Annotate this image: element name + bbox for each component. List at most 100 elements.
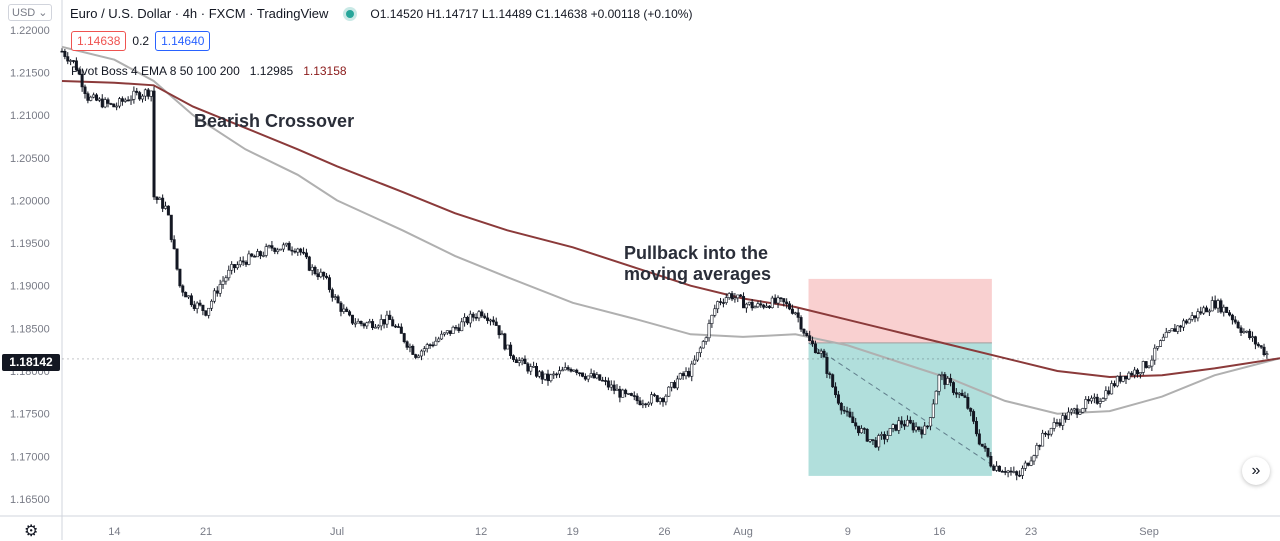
gear-icon[interactable]: ⚙ xyxy=(24,523,39,540)
candle-body xyxy=(233,264,237,269)
candle-body xyxy=(1199,311,1203,314)
candle-body xyxy=(89,96,93,101)
candle-body xyxy=(158,197,162,200)
candle-body xyxy=(474,317,478,319)
y-tick-label: 1.22000 xyxy=(10,25,50,37)
candle-body xyxy=(1253,336,1257,345)
candle-body xyxy=(560,369,564,372)
candle-body xyxy=(1015,471,1019,476)
candle-body xyxy=(1184,320,1188,324)
candle-body xyxy=(187,295,191,298)
candle-body xyxy=(819,350,823,354)
candle-body xyxy=(445,330,449,334)
buy-button[interactable]: 1.14640 xyxy=(155,31,211,51)
candle-body xyxy=(169,214,173,240)
candle-body xyxy=(1161,336,1165,341)
candle-body xyxy=(264,246,268,256)
candle-body xyxy=(696,352,700,361)
candle-body xyxy=(526,363,530,372)
candle-body xyxy=(1138,372,1142,375)
x-tick-label: 23 xyxy=(1025,526,1037,538)
candle-body xyxy=(1118,376,1122,382)
candle-body xyxy=(227,269,231,279)
candle-body xyxy=(943,374,947,385)
candle-body xyxy=(204,310,208,316)
candle-body xyxy=(727,293,731,298)
y-tick-label: 1.18500 xyxy=(10,323,50,335)
candle-body xyxy=(595,374,599,379)
candle-body xyxy=(195,302,199,309)
candle-body xyxy=(80,73,84,88)
candle-body xyxy=(834,386,838,396)
candle-body xyxy=(549,374,553,382)
candle-body xyxy=(218,284,222,294)
candle-body xyxy=(1081,408,1085,413)
ema-200-line xyxy=(61,80,1280,379)
indicator-legend[interactable]: Pivot Boss 4 EMA 8 50 100 200 1.12985 1.… xyxy=(71,64,347,78)
candle-body xyxy=(698,347,702,354)
candle-body xyxy=(546,373,550,382)
candle-body xyxy=(353,322,357,325)
candle-body xyxy=(198,302,202,306)
candle-body xyxy=(399,326,403,334)
candle-body xyxy=(256,251,260,258)
candle-body xyxy=(74,60,78,71)
candle-body xyxy=(1098,401,1102,404)
candle-body xyxy=(293,250,297,253)
candle-body xyxy=(765,305,769,308)
candle-body xyxy=(1141,361,1145,373)
candle-body xyxy=(428,344,432,346)
candle-body xyxy=(1075,408,1079,415)
pullback-annotation-line-2: moving averages xyxy=(624,264,772,284)
candle-body xyxy=(345,308,349,312)
candle-body xyxy=(710,314,714,324)
candle-body xyxy=(1159,340,1163,347)
candle-body xyxy=(302,251,306,254)
candle-body xyxy=(537,371,541,377)
candle-body xyxy=(1170,328,1174,332)
candle-body xyxy=(1245,330,1249,333)
candle-body xyxy=(604,380,608,382)
candle-body xyxy=(1219,300,1223,313)
candle-body xyxy=(811,340,815,345)
candle-body xyxy=(486,317,490,321)
candle-body xyxy=(1092,396,1096,399)
candle-body xyxy=(1230,314,1234,321)
candle-body xyxy=(583,376,587,380)
candle-body xyxy=(1121,376,1125,382)
candle-body xyxy=(1038,445,1042,447)
candle-body xyxy=(1153,347,1157,361)
candle-body xyxy=(244,261,248,265)
x-tick-label: 12 xyxy=(475,526,487,538)
candle-body xyxy=(670,382,674,388)
candle-body xyxy=(974,421,978,435)
currency-dropdown[interactable]: USD ⌄ xyxy=(8,4,52,21)
candle-body xyxy=(95,94,99,101)
candle-body xyxy=(451,326,455,334)
candle-body xyxy=(253,255,257,258)
symbol-title[interactable]: Euro / U.S. Dollar · 4h · FXCM · Trading… xyxy=(70,6,329,21)
candle-body xyxy=(1265,353,1269,356)
candle-body xyxy=(796,312,800,318)
candle-body xyxy=(152,90,156,198)
candle-body xyxy=(790,308,794,314)
sell-button[interactable]: 1.14638 xyxy=(71,31,127,51)
candle-body xyxy=(1046,433,1050,436)
candle-body xyxy=(241,260,245,263)
trade-buttons: 1.14638 0.2 1.14640 xyxy=(71,31,211,51)
candle-body xyxy=(1072,408,1076,411)
candle-body xyxy=(1012,471,1016,473)
y-tick-label: 1.20500 xyxy=(10,153,50,165)
candle-body xyxy=(215,290,219,294)
candle-body xyxy=(491,319,495,323)
scroll-right-icon[interactable]: » xyxy=(1242,457,1270,485)
candle-body xyxy=(940,374,944,376)
candle-body xyxy=(793,312,797,315)
candle-body xyxy=(123,99,127,102)
candle-body xyxy=(1032,455,1036,462)
candle-body xyxy=(770,297,774,308)
candle-body xyxy=(273,247,277,252)
candle-body xyxy=(1176,325,1180,332)
candle-body xyxy=(986,447,990,457)
